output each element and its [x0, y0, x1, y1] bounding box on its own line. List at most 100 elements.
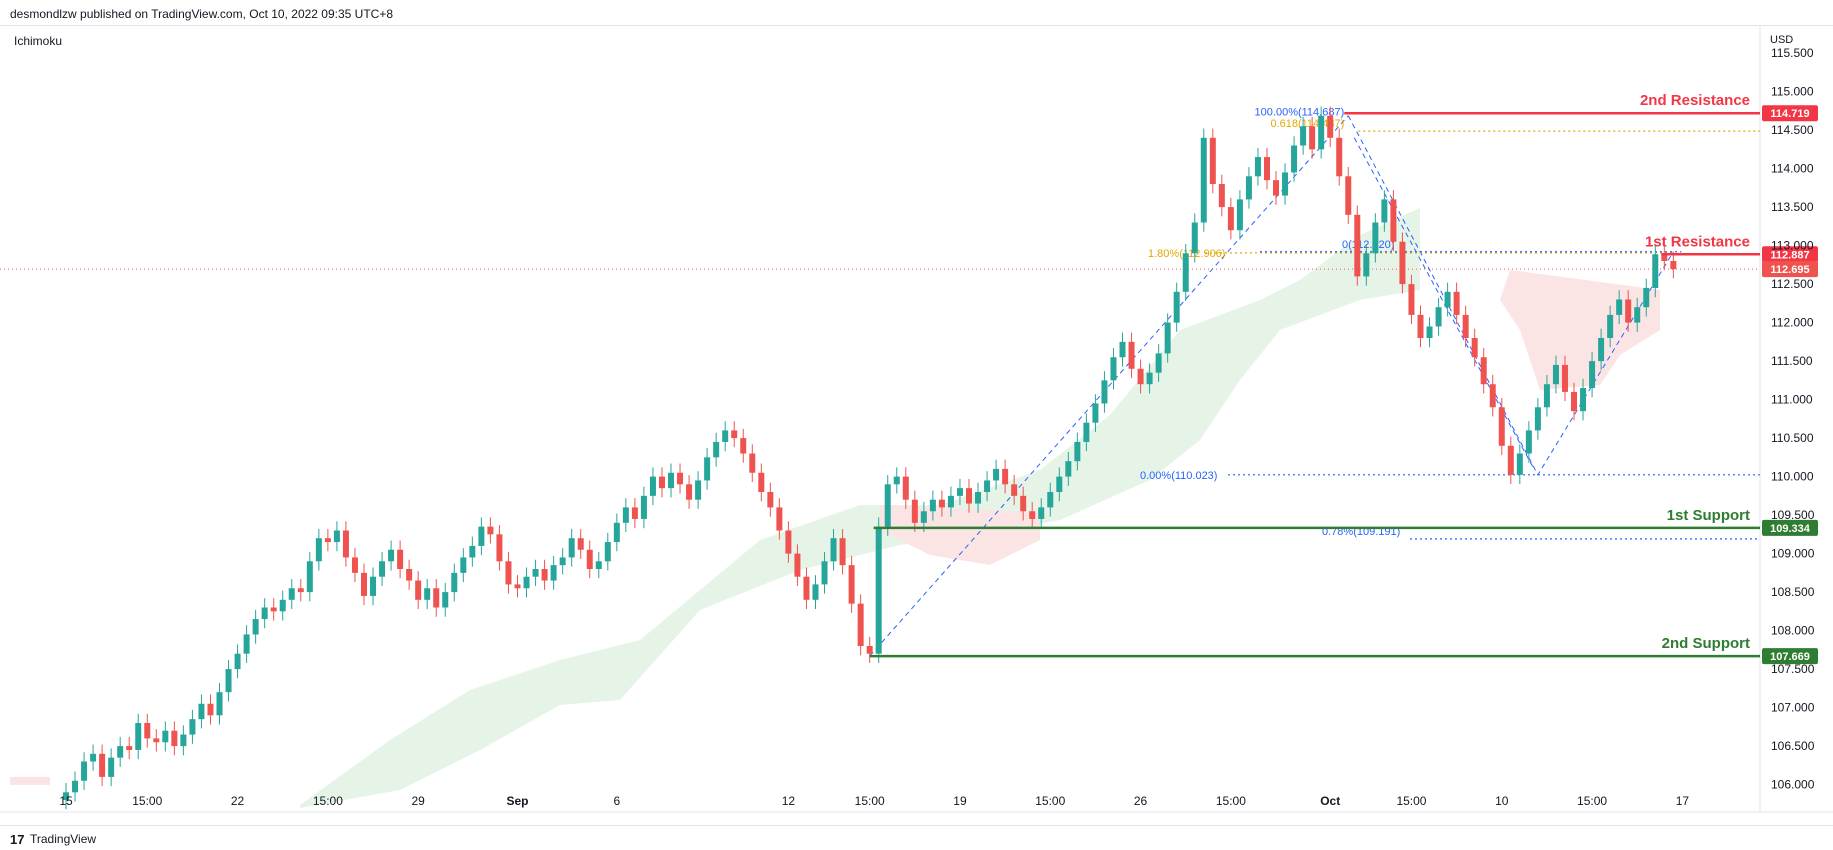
candle — [171, 721, 178, 756]
y-tick-label: 111.500 — [1771, 354, 1813, 368]
x-tick-label: 12 — [782, 794, 796, 808]
candle — [360, 563, 367, 606]
resistance-level[interactable]: 2nd Resistance 114.719 — [1344, 92, 1818, 122]
x-tick-label: 22 — [231, 794, 245, 808]
candle — [893, 467, 900, 494]
candle — [695, 471, 702, 509]
candle — [1462, 305, 1469, 348]
y-tick-label: 108.000 — [1771, 624, 1815, 638]
y-tick-label: 106.000 — [1771, 778, 1815, 792]
resistance-level[interactable]: 1st Resistance 112.887 — [1645, 233, 1818, 263]
candle — [803, 567, 810, 610]
candle — [496, 525, 503, 571]
candle — [1643, 278, 1650, 317]
candle — [1489, 374, 1496, 417]
price-tag-text: 107.669 — [1770, 651, 1810, 663]
candle — [1164, 313, 1171, 363]
candle — [1101, 371, 1108, 413]
candle — [1173, 282, 1180, 332]
candle — [514, 575, 521, 598]
price-tag-text: 114.719 — [1770, 108, 1809, 120]
candle — [993, 459, 1000, 490]
price-axis[interactable]: 106.000 106.500 107.000 107.500 108.000 108.5… — [1771, 46, 1815, 792]
candle — [1426, 317, 1433, 348]
candle — [1534, 398, 1541, 440]
candle — [415, 571, 422, 610]
candle — [117, 736, 124, 767]
candle — [767, 482, 774, 517]
price-chart[interactable]: 100.00%(114.687)0.618(114.487)0(112.920)… — [0, 0, 1833, 825]
y-tick-label: 110.500 — [1771, 431, 1814, 445]
candle — [469, 536, 476, 567]
indicator-label[interactable]: Ichimoku — [14, 34, 63, 48]
x-tick-label: 6 — [613, 794, 620, 808]
candle — [1390, 190, 1397, 251]
candle — [1480, 348, 1487, 394]
candle — [1047, 482, 1054, 517]
support-level[interactable]: 2nd Support 107.669 — [869, 635, 1818, 665]
support-level[interactable]: 1st Support 109.334 — [873, 507, 1818, 536]
y-tick-label: 113.500 — [1771, 200, 1814, 214]
time-axis[interactable]: 15 15:00 22 15:00 29 Sep 6 12 15:00 19 15:00 26 15:0… — [59, 794, 1689, 808]
x-tick-label: 29 — [411, 794, 425, 808]
candle — [1309, 117, 1316, 159]
x-tick-label: 15:00 — [1216, 794, 1246, 808]
candle — [1408, 274, 1415, 325]
candle — [731, 421, 738, 448]
x-tick-label: Oct — [1320, 794, 1340, 808]
level-label: 2nd Resistance — [1640, 92, 1750, 109]
candle — [1607, 305, 1614, 348]
tradingview-logo-icon: 17 — [10, 832, 25, 847]
candle — [1002, 459, 1009, 494]
brand-name: TradingView — [30, 832, 97, 846]
candle — [1128, 332, 1135, 379]
candle — [126, 736, 133, 760]
candle — [72, 771, 79, 802]
candle — [1227, 197, 1234, 240]
candle — [243, 625, 250, 663]
candle — [631, 498, 638, 529]
candle — [1507, 436, 1514, 485]
candle — [722, 421, 729, 452]
candle — [198, 694, 205, 729]
candle — [1525, 421, 1532, 463]
candle — [966, 478, 972, 513]
candle — [686, 475, 693, 509]
y-tick-label: 106.500 — [1771, 739, 1815, 753]
candle — [776, 498, 783, 540]
x-tick-label: 15:00 — [1577, 794, 1607, 808]
candle — [956, 478, 963, 506]
currency-label: USD — [1770, 34, 1794, 46]
y-tick-label: 113.000 — [1771, 239, 1814, 253]
y-tick-label: 107.500 — [1771, 662, 1815, 676]
candle — [370, 567, 377, 606]
price-tag-text: 112.887 — [1770, 249, 1809, 261]
y-tick-label: 112.500 — [1771, 277, 1814, 291]
candle — [1399, 232, 1406, 294]
candle — [1083, 413, 1090, 452]
candle — [1598, 328, 1605, 371]
candle — [451, 563, 458, 602]
x-tick-label: 15:00 — [855, 794, 885, 808]
candle — [875, 517, 882, 663]
candle — [306, 552, 313, 602]
candle — [388, 540, 395, 571]
candle — [1011, 475, 1018, 506]
candle — [1327, 106, 1334, 148]
candle — [234, 644, 241, 679]
candle — [1300, 117, 1307, 155]
price-tag — [1762, 519, 1818, 536]
candle — [1543, 374, 1550, 417]
x-tick-label: 17 — [1676, 794, 1690, 808]
candlesticks — [63, 106, 1677, 810]
candle — [1345, 167, 1352, 225]
candle — [866, 636, 873, 663]
candle — [568, 528, 575, 567]
candle — [1020, 486, 1027, 521]
candle — [1191, 213, 1198, 263]
candle — [397, 540, 404, 579]
publish-line: desmondlzw published on TradingView.com,… — [10, 7, 394, 21]
y-tick-label: 115.500 — [1771, 46, 1814, 60]
candle — [1381, 190, 1388, 232]
candle — [433, 579, 440, 617]
